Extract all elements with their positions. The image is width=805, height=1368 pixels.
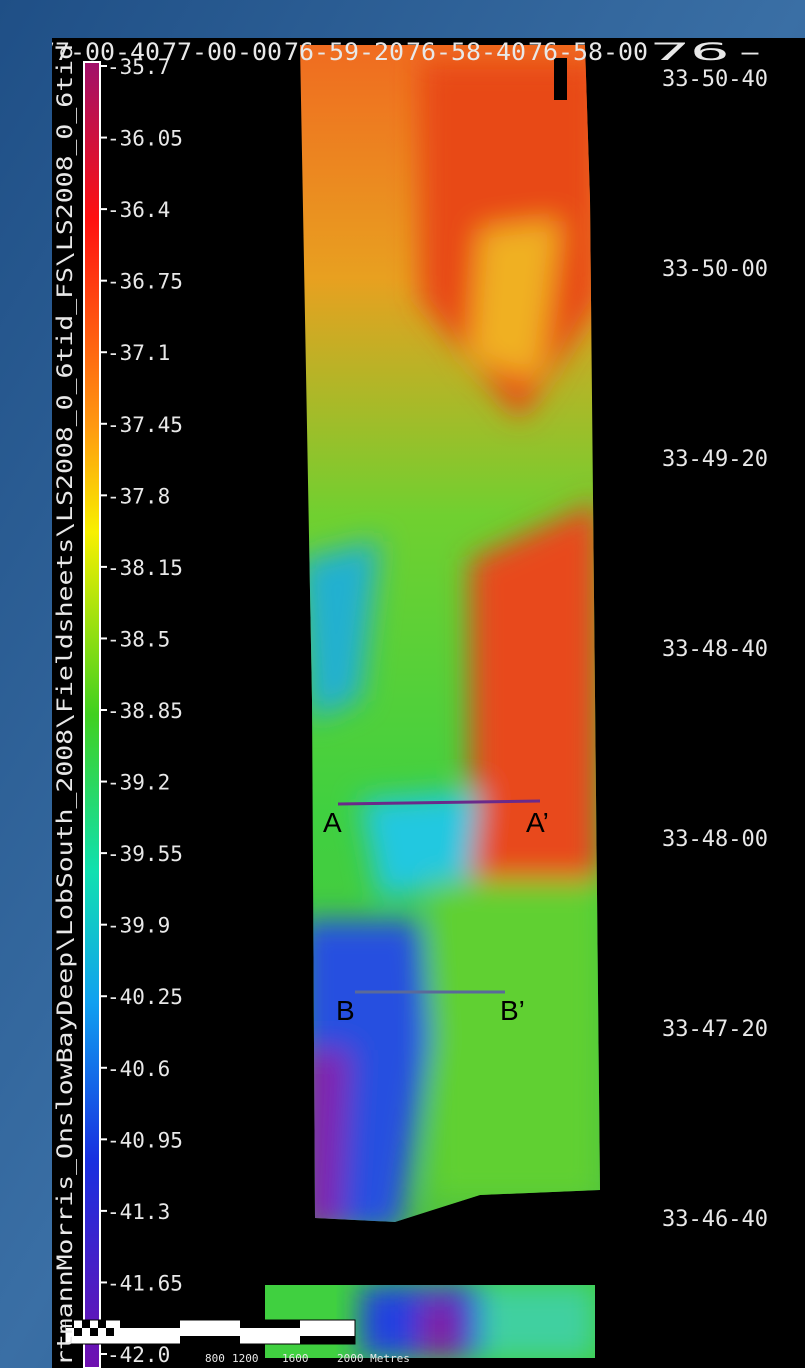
colorbar-label: -37.1 [107,341,170,365]
field-sheet: A A’ B B’ -35.7-36.05-36.4-36.75-37.1-37… [0,0,805,1368]
longitude-label: 77-00-00 [162,38,282,66]
colorbar-label: -37.8 [107,484,170,508]
profile-label: B’ [500,995,525,1026]
longitude-label: 76-58-40 [406,38,526,66]
colorbar-label: -42.0 [107,1343,170,1367]
latitude-label: 33-47-20 [662,1017,768,1042]
scale-label: 1600 [282,1352,309,1365]
scale-bar [65,1320,355,1344]
scale-label: 2000 Metres [337,1352,410,1365]
colorbar-label: -39.9 [107,914,170,938]
colorbar-label: -37.45 [107,413,183,437]
latitude-label: 33-50-00 [662,257,768,282]
profile-label: B [336,995,355,1026]
profile-label: A [323,807,342,838]
longitude-label: 76- [650,38,770,66]
latitude-label: 33-48-00 [662,827,768,852]
colorbar-label: -36.4 [107,198,170,222]
colorbar-label: -38.5 [107,627,170,651]
latitude-label: 33-48-40 [662,637,768,662]
longitude-label: 76-58-00 [528,38,648,66]
profile-label: A’ [526,807,549,838]
colorbar-label: -39.55 [107,842,183,866]
colorbar-label: -40.95 [107,1128,183,1152]
colorbar-label: -40.6 [107,1057,170,1081]
colorbar-label: -38.15 [107,556,183,580]
colorbar-label: -39.2 [107,771,170,795]
colorbar [84,62,100,1368]
latitude-label: 33-50-40 [662,67,768,92]
scale-label: 1200 [232,1352,259,1365]
colorbar-label: -38.85 [107,699,183,723]
scale-label: 800 [205,1352,225,1365]
file-path: rtmannMorris_OnslowBayDeep\LobSouth_2008… [53,44,77,1366]
colorbar-label: -40.25 [107,985,183,1009]
longitude-label: 76-59-20 [284,38,404,66]
colorbar-label: -36.05 [107,127,183,151]
colorbar-label: -41.65 [107,1271,183,1295]
bathymetry-strip [295,40,605,1230]
latitude-label: 33-46-40 [662,1207,768,1232]
colorbar-label: -41.3 [107,1200,170,1224]
colorbar-label: -36.75 [107,270,183,294]
latitude-label: 33-49-20 [662,447,768,472]
